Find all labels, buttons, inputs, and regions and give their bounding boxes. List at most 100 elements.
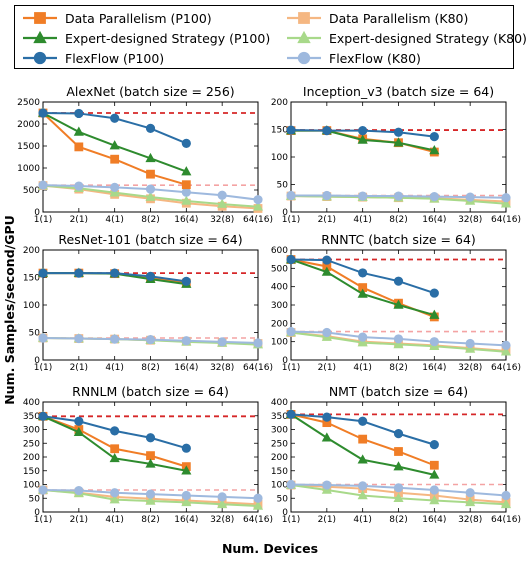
data-point [429,460,439,470]
x-tick-label: 2(1) [70,515,88,525]
data-point [38,485,48,495]
data-point [322,255,332,265]
square-marker-icon [287,12,321,24]
x-tick-label: 32(8) [458,515,482,525]
y-tick-label: 50 [277,494,289,504]
x-tick-label: 64(16) [491,215,521,225]
data-point [393,429,404,439]
data-point [145,489,156,499]
data-point [500,498,512,509]
circle-marker-icon [287,51,321,65]
data-point [322,126,332,136]
data-point [393,334,404,344]
legend-entry: FlexFlow (P100) [23,48,164,68]
x-tick-label: 1(1) [282,515,300,525]
x-tick-label: 64(16) [243,363,273,373]
x-tick-label: 32(8) [210,363,234,373]
legend-label: Expert-designed Strategy (K80) [329,30,527,46]
y-tick-label: 0 [282,208,288,218]
x-tick-label: 16(4) [174,363,198,373]
data-point [181,465,192,475]
x-tick-label: 16(4) [422,363,446,373]
data-point [393,191,404,201]
x-tick-label: 4(1) [105,215,123,225]
x-tick-label: 8(2) [141,515,159,525]
y-tick-label: 0 [282,508,288,518]
subplot-title: NMT (batch size = 64) [329,384,468,399]
y-tick-label: 2500 [17,98,40,108]
legend-label: FlexFlow (K80) [329,50,421,66]
data-point [146,451,155,461]
data-point [322,190,332,201]
y-tick-label: 150 [271,126,288,136]
x-tick-label: 4(1) [105,363,123,373]
data-point [252,201,264,211]
subplot-title: ResNet-101 (batch size = 64) [58,232,242,247]
y-axis-label: Num. Samples/second/GPU [2,215,17,405]
subplot: RNNTC (batch size = 64) 0 100 200 300 400 500 6… [271,232,521,373]
subplot-title: RNNLM (batch size = 64) [72,384,229,399]
data-point [358,434,368,444]
data-point [74,181,84,191]
y-tick-label: 100 [271,481,288,491]
y-tick-label: 300 [271,301,288,311]
y-tick-label: 200 [271,453,288,463]
data-point [357,337,368,347]
y-tick-label: 300 [23,426,40,436]
data-point [357,134,368,144]
data-point [181,195,192,205]
subplot: NMT (batch size = 64) 0 50 100 150 200 250 300 3… [271,384,521,525]
y-tick-label: 350 [23,412,40,422]
data-point [429,288,439,298]
data-point [358,126,368,136]
x-tick-label: 32(8) [458,363,482,373]
data-point [145,184,156,194]
data-point [145,458,156,468]
data-point [110,113,120,123]
data-point [322,327,332,338]
data-point [74,416,84,426]
x-tick-label: 8(2) [389,215,407,225]
legend-entry: FlexFlow (K80) [287,48,421,68]
triangle-marker-icon [287,31,321,44]
data-point [217,492,227,502]
y-tick-label: 50 [29,329,41,339]
data-point [217,198,228,208]
data-point [110,268,120,278]
data-point [321,266,332,276]
data-point [286,409,296,419]
x-tick-label: 16(4) [422,215,446,225]
x-tick-label: 1(1) [34,215,52,225]
x-tick-label: 16(4) [174,215,198,225]
data-point [286,254,296,265]
subplot-title: Inception_v3 (batch size = 64) [303,84,494,99]
x-tick-label: 1(1) [282,215,300,225]
x-tick-label: 64(16) [491,515,521,525]
data-point [110,154,120,164]
data-point [393,127,404,137]
data-point [393,137,404,147]
data-point [253,493,263,503]
data-point [110,444,120,454]
data-point [394,447,403,456]
data-point [145,152,156,163]
legend: Data Parallelism (P100) Data Parallelism … [14,5,527,69]
y-tick-label: 100 [271,153,288,163]
data-point [393,299,404,309]
subplot-title: RNNTC (batch size = 64) [321,232,476,247]
data-point [145,335,156,345]
x-tick-label: 2(1) [318,215,336,225]
data-point [181,276,191,286]
x-tick-label: 32(8) [210,515,234,525]
data-point [429,440,439,450]
data-point [145,495,156,505]
data-point [393,276,404,286]
data-point [145,271,156,281]
data-point [465,488,475,498]
x-tick-label: 16(4) [422,515,446,525]
y-tick-label: 100 [271,338,288,348]
data-point [74,485,84,496]
x-tick-label: 8(2) [389,363,407,373]
data-point [217,498,228,509]
